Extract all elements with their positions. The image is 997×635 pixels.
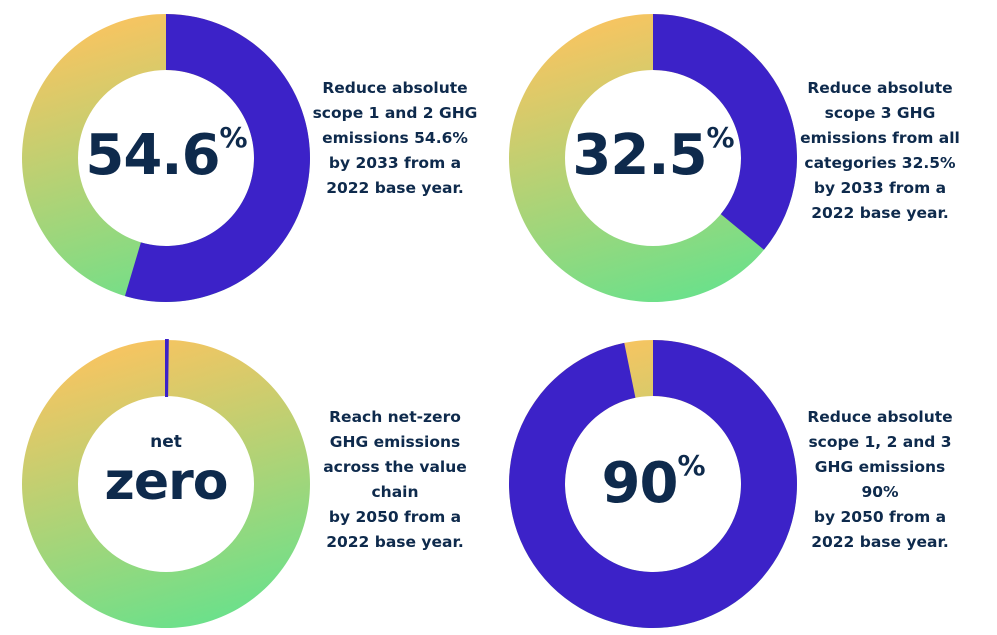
donut-4-target-segment (509, 340, 798, 628)
donut-3-label: net zero (76, 432, 256, 508)
unit-text: % (706, 121, 735, 154)
donut-1-label: 54.6% (76, 124, 256, 184)
zero-text: zero (104, 452, 229, 512)
description-line: 2022 base year. (811, 533, 949, 551)
description-line: scope 1 and 2 GHG (312, 104, 478, 122)
description-line: Reduce absolute (322, 79, 468, 97)
description-line: by 2033 from a (813, 179, 947, 197)
donut-3-remaining-segment (21, 340, 310, 628)
description-line: GHG emissions (329, 433, 461, 451)
description-line: Reduce absolute (807, 408, 953, 426)
value-text: 54.6 (85, 123, 220, 188)
description-line: chain (371, 483, 419, 501)
description-line: Reach net-zero (329, 408, 461, 426)
value-text: 32.5 (572, 123, 707, 188)
description-line: by 2033 from a (328, 154, 462, 172)
description-line: scope 1, 2 and 3 (808, 433, 952, 451)
description-line: across the value (323, 458, 467, 476)
description-line: 90% (861, 483, 899, 501)
donut-4-label: 90% (563, 452, 743, 512)
description-line: Reduce absolute (807, 79, 953, 97)
description-line: by 2050 from a (813, 508, 947, 526)
donut-2-target-segment (653, 14, 797, 250)
unit-text: % (219, 121, 248, 154)
target-description-1: Reduce absolute scope 1 and 2 GHG emission… (295, 76, 495, 201)
value-text: 90 (601, 451, 679, 516)
description-line: 2022 base year. (811, 204, 949, 222)
donut-1-target-segment (124, 14, 310, 302)
unit-text: % (677, 449, 705, 482)
description-line: by 2050 from a (328, 508, 462, 526)
net-text: net (150, 432, 182, 452)
target-description-2: Reduce absolute scope 3 GHG emissions from… (780, 76, 980, 226)
description-line: GHG emissions (814, 458, 946, 476)
description-line: 2022 base year. (326, 179, 464, 197)
target-description-4: Reduce absolute scope 1, 2 and 3 GHG emiss… (780, 405, 980, 555)
target-description-3: Reach net-zero GHG emissions across the va… (295, 405, 495, 555)
donut-2-label: 32.5% (563, 124, 743, 184)
description-line: emissions from all (800, 129, 960, 147)
description-line: scope 3 GHG (824, 104, 936, 122)
donut-3-target-segment (165, 338, 169, 398)
description-line: categories 32.5% (804, 154, 956, 172)
description-line: emissions 54.6% (322, 129, 468, 147)
description-line: 2022 base year. (326, 533, 464, 551)
